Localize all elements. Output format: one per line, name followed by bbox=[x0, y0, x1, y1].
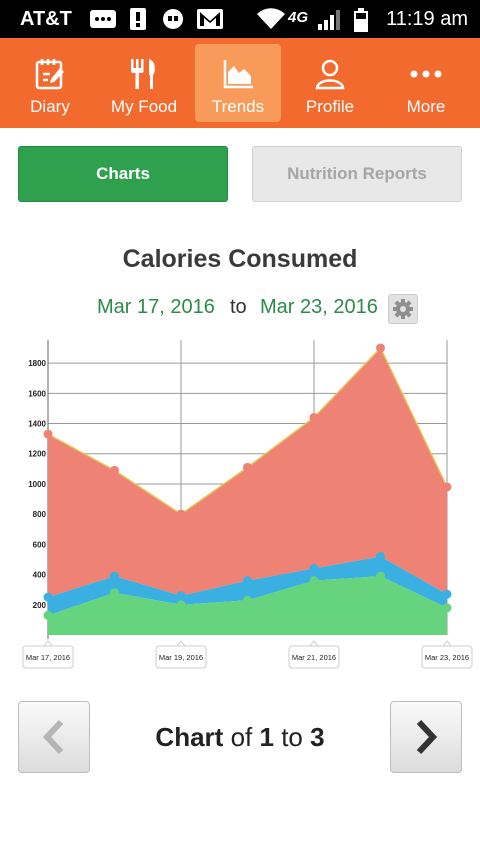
x-tick-box bbox=[22, 645, 74, 669]
start-date-link[interactable]: Mar 17, 2016 bbox=[97, 296, 215, 318]
calories-chart: 200 400 600 800 1000 1200 1400 1600 1800 Mar 17, … bbox=[22, 340, 473, 669]
gear-icon bbox=[393, 299, 413, 319]
pager-word-to: to bbox=[281, 722, 303, 752]
battery-icon bbox=[354, 8, 368, 32]
nav-profile-label: Profile bbox=[305, 97, 355, 116]
pager-current: 1 bbox=[259, 722, 274, 752]
end-date-link[interactable]: Mar 23, 2016 bbox=[260, 296, 378, 318]
x-tick-label: Mar 21, 2016 bbox=[292, 653, 336, 662]
chart-pager-label: Chart of 1 to 3 bbox=[0, 722, 480, 753]
data-point bbox=[309, 576, 319, 586]
y-tick-label: 1600 bbox=[28, 389, 46, 398]
x-tick-box bbox=[288, 645, 340, 669]
nav-my-food[interactable]: My Food bbox=[101, 44, 187, 122]
diary-icon bbox=[35, 59, 64, 90]
data-point bbox=[110, 571, 119, 581]
data-point bbox=[176, 509, 186, 519]
data-point bbox=[442, 482, 452, 492]
x-tick-pointer bbox=[43, 640, 53, 647]
nav-trends-label: Trends bbox=[211, 97, 265, 116]
y-tick-label: 1000 bbox=[28, 480, 46, 489]
y-tick-label: 400 bbox=[33, 571, 47, 580]
chevron-right-icon bbox=[416, 719, 438, 755]
y-tick-label: 1800 bbox=[28, 359, 46, 368]
data-point bbox=[243, 576, 252, 586]
date-separator: to bbox=[230, 296, 247, 318]
data-point bbox=[110, 465, 119, 475]
nav-more-label: More bbox=[406, 97, 446, 116]
wifi-icon bbox=[257, 8, 285, 29]
y-tick-label: 600 bbox=[33, 540, 47, 549]
x-tick-box bbox=[421, 645, 473, 669]
top-nav: Diary My Food Trends Profile More bbox=[0, 38, 480, 128]
x-tick-label: Mar 23, 2016 bbox=[425, 653, 469, 662]
data-point bbox=[376, 571, 385, 581]
data-point bbox=[43, 429, 53, 439]
y-tick-label: 1400 bbox=[28, 420, 46, 429]
clock: 11:19 am bbox=[386, 8, 468, 30]
alert-icon bbox=[130, 8, 146, 30]
data-point bbox=[376, 551, 385, 561]
voicemail-icon bbox=[90, 10, 116, 28]
chart-title: Calories Consumed bbox=[122, 245, 358, 273]
data-point bbox=[176, 591, 186, 601]
chevron-left-icon bbox=[42, 719, 64, 755]
signal-icon bbox=[318, 10, 340, 30]
data-point bbox=[309, 412, 319, 422]
date-settings-button[interactable] bbox=[388, 294, 418, 324]
nav-trends[interactable]: Trends bbox=[195, 44, 281, 122]
fork-knife-icon bbox=[131, 59, 155, 89]
data-point bbox=[442, 589, 452, 599]
y-tick-label: 1200 bbox=[28, 450, 46, 459]
x-tick-box bbox=[155, 645, 207, 669]
data-point bbox=[442, 603, 452, 613]
x-tick-label: Mar 17, 2016 bbox=[26, 653, 70, 662]
trends-icon bbox=[223, 60, 253, 89]
series-area bbox=[48, 348, 447, 598]
nav-my-food-label: My Food bbox=[110, 97, 178, 116]
data-point bbox=[43, 610, 53, 620]
nav-profile[interactable]: Profile bbox=[287, 44, 373, 122]
data-point bbox=[243, 462, 252, 472]
nav-more[interactable]: More bbox=[383, 44, 469, 122]
charts-tab-button[interactable]: Charts bbox=[18, 146, 228, 202]
data-point bbox=[243, 595, 252, 605]
pager-word-of: of bbox=[230, 722, 253, 752]
status-bar: AT&T 4G 11:19 am bbox=[0, 0, 480, 38]
x-tick-pointer bbox=[309, 640, 319, 647]
data-point bbox=[376, 343, 385, 353]
x-tick-label: Mar 19, 2016 bbox=[159, 653, 203, 662]
pager-total: 3 bbox=[310, 722, 325, 752]
carrier-label: AT&T bbox=[20, 8, 72, 30]
previous-chart-button[interactable] bbox=[18, 701, 90, 773]
data-point bbox=[176, 600, 186, 610]
x-tick-pointer bbox=[176, 640, 186, 647]
nav-diary-label: Diary bbox=[30, 97, 70, 116]
series-area bbox=[48, 556, 447, 616]
nav-diary[interactable]: Diary bbox=[7, 44, 93, 122]
profile-icon bbox=[315, 59, 345, 90]
data-point bbox=[110, 588, 119, 598]
series-area bbox=[48, 576, 447, 635]
network-type: 4G bbox=[288, 9, 309, 26]
hangouts-icon bbox=[163, 9, 184, 30]
more-dots-icon bbox=[410, 70, 442, 78]
pager-word-chart: Chart bbox=[155, 722, 224, 752]
next-chart-button[interactable] bbox=[390, 701, 462, 773]
gmail-icon bbox=[197, 9, 223, 29]
x-tick-pointer bbox=[442, 640, 452, 647]
data-point bbox=[43, 592, 53, 602]
y-tick-label: 200 bbox=[33, 601, 47, 610]
data-point bbox=[309, 564, 319, 574]
y-tick-label: 800 bbox=[33, 510, 47, 519]
nutrition-reports-tab-button[interactable]: Nutrition Reports bbox=[252, 146, 462, 202]
